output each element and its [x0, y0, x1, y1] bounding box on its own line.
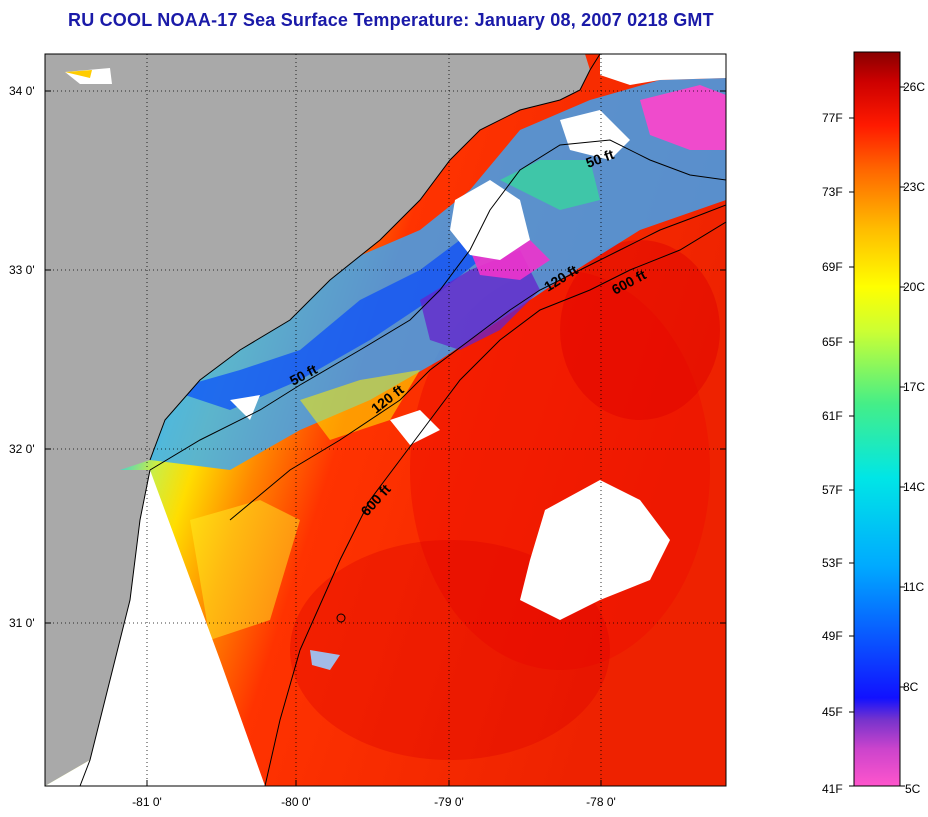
axis-ticks: [45, 90, 726, 786]
isobath-50ft: [149, 139, 726, 471]
colorbar-f-label: 57F: [822, 483, 843, 497]
lon-label: -80 0': [281, 795, 311, 809]
colorbar: [853, 51, 901, 787]
colorbar-c-label: 20C: [903, 280, 925, 294]
lon-label: -78 0': [586, 795, 616, 809]
colorbar-f-label: 41F: [822, 782, 843, 796]
colorbar-c-label: 17C: [903, 380, 925, 394]
graticule: [45, 54, 726, 786]
colorbar-f-label: 45F: [822, 705, 843, 719]
colorbar-c-label: 8C: [903, 680, 919, 694]
isobath-600ft: [264, 221, 726, 786]
map-frame: [45, 54, 726, 786]
colorbar-f-label: 65F: [822, 335, 843, 349]
colorbar-c-label: 5C: [905, 782, 921, 796]
colorbar-f-label: 73F: [822, 185, 843, 199]
colorbar-c-label: 11C: [903, 580, 924, 594]
colorbar-ticks: [849, 86, 905, 787]
colorbar-f-label: 61F: [822, 409, 843, 423]
colorbar-f-label: 77F: [822, 111, 843, 125]
colorbar-f-label: 49F: [822, 629, 843, 643]
colorbar-f-label: 53F: [822, 556, 843, 570]
colorbar-c-label: 26C: [903, 80, 925, 94]
lon-label: -79 0': [434, 795, 464, 809]
cloud-patch: [450, 180, 530, 260]
lat-label: 32 0': [9, 442, 35, 456]
colorbar-c-label: 23C: [903, 180, 925, 194]
lat-label: 34 0': [9, 84, 35, 98]
land-area: [45, 54, 590, 470]
lon-label: -81 0': [132, 795, 162, 809]
no-data-area: [45, 470, 265, 786]
coastline: [149, 54, 601, 461]
lat-label: 31 0': [9, 616, 35, 630]
colorbar-c-label: 14C: [903, 480, 925, 494]
colorbar-f-label: 69F: [822, 260, 843, 274]
isobath-120ft: [229, 204, 726, 521]
lat-label: 33 0': [9, 263, 35, 277]
map-title: RU COOL NOAA-17 Sea Surface Temperature:…: [68, 10, 714, 30]
